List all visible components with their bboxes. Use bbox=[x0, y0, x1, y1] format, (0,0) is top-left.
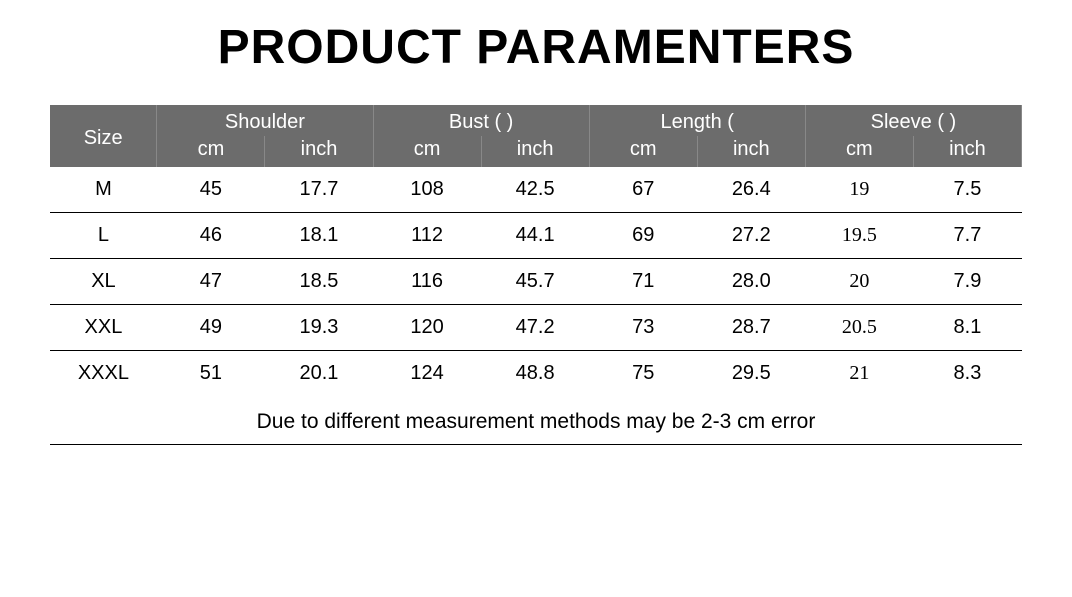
cell-shoulder-in: 18.1 bbox=[265, 213, 373, 259]
header-length-in: inch bbox=[697, 136, 805, 167]
cell-bust-cm: 112 bbox=[373, 213, 481, 259]
cell-size: XL bbox=[50, 259, 157, 305]
cell-size: XXXL bbox=[50, 351, 157, 397]
cell-length-in: 29.5 bbox=[697, 351, 805, 397]
page-container: PRODUCT PARAMENTERS Size Shoulder Bust (… bbox=[0, 0, 1072, 445]
cell-bust-in: 44.1 bbox=[481, 213, 589, 259]
cell-length-cm: 73 bbox=[589, 305, 697, 351]
header-shoulder-in: inch bbox=[265, 136, 373, 167]
table-row: XXXL5120.112448.87529.5218.3 bbox=[50, 351, 1022, 397]
cell-sleeve-in: 8.1 bbox=[913, 305, 1021, 351]
header-length-cm: cm bbox=[589, 136, 697, 167]
cell-shoulder-cm: 46 bbox=[157, 213, 265, 259]
cell-bust-cm: 116 bbox=[373, 259, 481, 305]
cell-length-in: 28.7 bbox=[697, 305, 805, 351]
cell-length-cm: 67 bbox=[589, 167, 697, 213]
cell-size: XXL bbox=[50, 305, 157, 351]
table-row: L4618.111244.16927.219.57.7 bbox=[50, 213, 1022, 259]
cell-bust-cm: 108 bbox=[373, 167, 481, 213]
cell-bust-cm: 124 bbox=[373, 351, 481, 397]
page-title: PRODUCT PARAMENTERS bbox=[50, 20, 1022, 75]
table-row: XXL4919.312047.27328.720.58.1 bbox=[50, 305, 1022, 351]
header-sleeve: Sleeve ( ) bbox=[805, 105, 1021, 136]
cell-size: L bbox=[50, 213, 157, 259]
cell-shoulder-in: 20.1 bbox=[265, 351, 373, 397]
cell-length-in: 28.0 bbox=[697, 259, 805, 305]
cell-size: M bbox=[50, 167, 157, 213]
cell-sleeve-cm: 19 bbox=[805, 167, 913, 213]
header-shoulder-cm: cm bbox=[157, 136, 265, 167]
header-bust: Bust ( ) bbox=[373, 105, 589, 136]
cell-sleeve-cm: 21 bbox=[805, 351, 913, 397]
cell-sleeve-in: 7.9 bbox=[913, 259, 1021, 305]
header-sleeve-cm: cm bbox=[805, 136, 913, 167]
cell-shoulder-in: 18.5 bbox=[265, 259, 373, 305]
cell-length-in: 27.2 bbox=[697, 213, 805, 259]
cell-length-cm: 75 bbox=[589, 351, 697, 397]
table-row: M4517.710842.56726.4197.5 bbox=[50, 167, 1022, 213]
cell-length-in: 26.4 bbox=[697, 167, 805, 213]
cell-bust-in: 48.8 bbox=[481, 351, 589, 397]
cell-shoulder-cm: 47 bbox=[157, 259, 265, 305]
cell-sleeve-cm: 20.5 bbox=[805, 305, 913, 351]
table-row: XL4718.511645.77128.0207.9 bbox=[50, 259, 1022, 305]
cell-sleeve-in: 7.5 bbox=[913, 167, 1021, 213]
cell-length-cm: 69 bbox=[589, 213, 697, 259]
cell-bust-in: 47.2 bbox=[481, 305, 589, 351]
header-unit-row: cm inch cm inch cm inch cm inch bbox=[50, 136, 1022, 167]
header-group-row: Size Shoulder Bust ( ) Length ( Sleeve (… bbox=[50, 105, 1022, 136]
header-sleeve-in: inch bbox=[913, 136, 1021, 167]
cell-sleeve-in: 8.3 bbox=[913, 351, 1021, 397]
cell-length-cm: 71 bbox=[589, 259, 697, 305]
cell-bust-cm: 120 bbox=[373, 305, 481, 351]
header-shoulder: Shoulder bbox=[157, 105, 373, 136]
cell-shoulder-in: 19.3 bbox=[265, 305, 373, 351]
cell-bust-in: 45.7 bbox=[481, 259, 589, 305]
cell-shoulder-cm: 51 bbox=[157, 351, 265, 397]
cell-sleeve-in: 7.7 bbox=[913, 213, 1021, 259]
table-head: Size Shoulder Bust ( ) Length ( Sleeve (… bbox=[50, 105, 1022, 167]
cell-sleeve-cm: 19.5 bbox=[805, 213, 913, 259]
table-body: M4517.710842.56726.4197.5L4618.111244.16… bbox=[50, 167, 1022, 396]
size-table: Size Shoulder Bust ( ) Length ( Sleeve (… bbox=[50, 105, 1022, 396]
header-bust-in: inch bbox=[481, 136, 589, 167]
header-bust-cm: cm bbox=[373, 136, 481, 167]
header-size: Size bbox=[50, 105, 157, 167]
cell-sleeve-cm: 20 bbox=[805, 259, 913, 305]
cell-bust-in: 42.5 bbox=[481, 167, 589, 213]
cell-shoulder-cm: 45 bbox=[157, 167, 265, 213]
cell-shoulder-cm: 49 bbox=[157, 305, 265, 351]
header-length: Length ( bbox=[589, 105, 805, 136]
footnote: Due to different measurement methods may… bbox=[50, 396, 1022, 445]
cell-shoulder-in: 17.7 bbox=[265, 167, 373, 213]
